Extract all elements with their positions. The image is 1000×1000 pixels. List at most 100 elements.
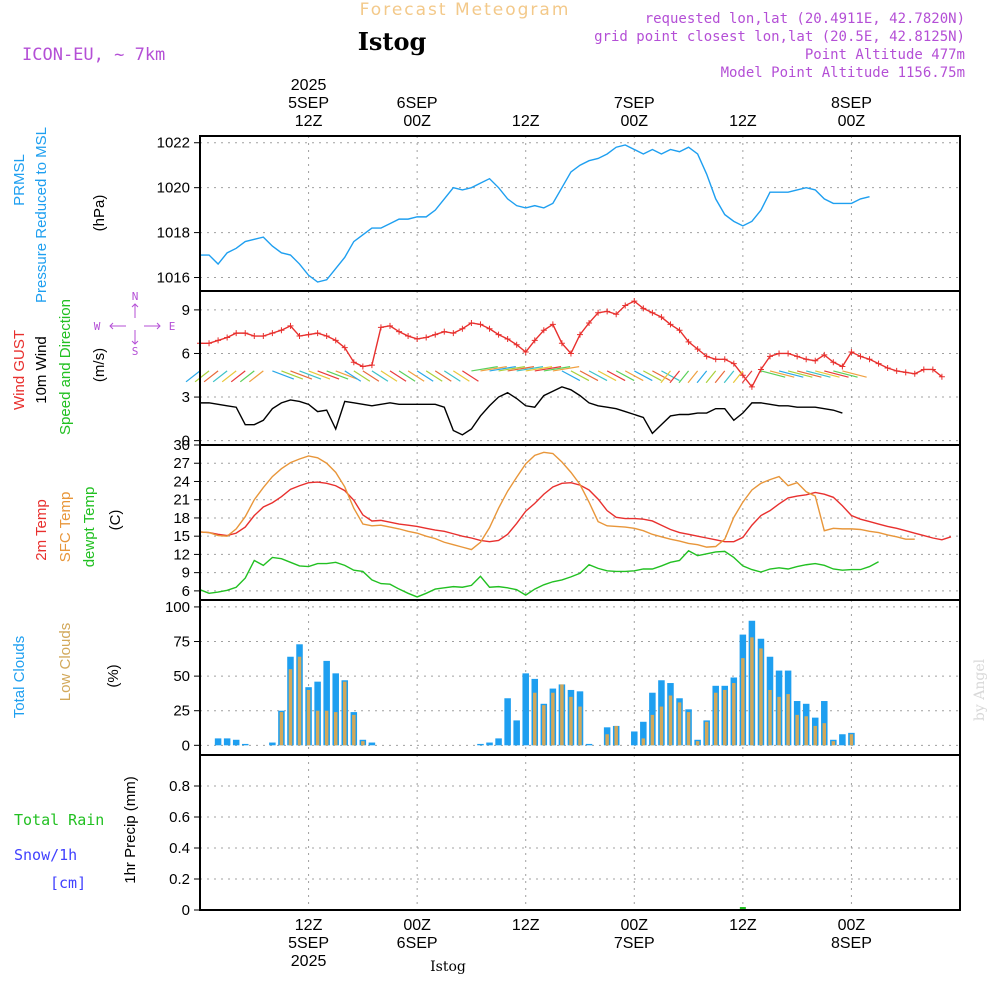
ytick-label: 0 — [182, 737, 190, 754]
gust-marker — [613, 311, 620, 318]
gust-marker — [441, 328, 448, 335]
wind-arrow — [480, 366, 507, 372]
cloud-bar-low — [723, 689, 727, 746]
wind-arrow — [552, 366, 580, 372]
location-title: Istog — [358, 27, 427, 56]
cloud-bar-low — [605, 734, 609, 746]
wind-arrow — [687, 370, 699, 384]
cloud-bar-low — [713, 692, 718, 746]
gust-marker — [884, 365, 891, 371]
wind-arrow — [516, 366, 544, 372]
gust-marker — [694, 346, 701, 353]
wind-arrow — [272, 370, 295, 380]
gust-marker — [875, 360, 882, 367]
cloud-bar-low — [768, 689, 772, 746]
gust-marker — [468, 319, 475, 326]
wind-arrow — [806, 370, 831, 378]
cloud-bar-low — [677, 702, 682, 746]
wind-arrow — [815, 370, 840, 378]
gust-marker — [794, 353, 801, 360]
cloud-bar-low — [279, 712, 284, 746]
ytick-label: 6 — [182, 345, 190, 362]
ytick-label: 1020 — [157, 180, 190, 197]
cloud-unit: (%) — [105, 664, 122, 687]
snow-label: Snow/1h — [14, 846, 77, 864]
gust-marker — [368, 362, 375, 369]
ytick-label: 25 — [173, 703, 190, 720]
gust-marker — [522, 349, 529, 356]
gust-marker — [396, 328, 403, 335]
cloud-bar-low — [650, 714, 655, 746]
pressure-unit: (hPa) — [91, 195, 108, 232]
cloud-bar-low — [741, 658, 745, 746]
gust-marker — [495, 331, 502, 338]
cloud-bar-total — [214, 738, 222, 746]
gust-marker — [649, 309, 656, 316]
cloud-bar-low — [352, 714, 356, 746]
total-clouds-label: Total Clouds — [11, 636, 28, 719]
gust-marker — [432, 331, 439, 338]
wind-arrow — [714, 370, 726, 384]
wind-arrow — [353, 370, 371, 382]
wind-arrow — [221, 370, 237, 383]
ytick-label: 1016 — [157, 270, 190, 287]
ytick-label: 15 — [173, 528, 190, 545]
top-time-label: 12Z — [295, 113, 323, 130]
gust-marker — [839, 363, 846, 370]
model-point-altitude: Model Point Altitude 1156.75m — [721, 65, 965, 81]
gust-marker — [595, 309, 602, 316]
cloud-bar-low — [822, 723, 827, 746]
cloud-bar-total — [323, 660, 330, 746]
credit-label: by Angel — [972, 658, 988, 721]
gust-marker — [821, 351, 828, 358]
ytick-label: 6 — [182, 583, 190, 600]
wind-arrow — [634, 370, 653, 382]
wind-arrow — [203, 370, 219, 383]
gust-marker — [242, 330, 249, 337]
top-time-label: 5SEP — [288, 95, 329, 112]
top-time-label: 00Z — [620, 113, 648, 130]
top-time-label: 6SEP — [397, 95, 438, 112]
gust-marker — [314, 330, 321, 337]
wind-compass: N S W E — [94, 290, 176, 358]
wind-arrow — [579, 370, 599, 382]
requested-lonlat: requested lon,lat (20.4911E, 42.7820N) — [645, 11, 965, 27]
ytick-label: 0.8 — [169, 778, 190, 795]
bottom-time-label: 2025 — [291, 953, 327, 970]
gust-marker — [902, 369, 909, 376]
wind-arrow — [588, 370, 608, 382]
wind-arrow — [705, 370, 717, 384]
cloud-bar-low — [560, 684, 564, 746]
bottom-time-label: 00Z — [620, 917, 648, 934]
top-time-label: 12Z — [729, 113, 757, 130]
cloud-bar-low — [759, 648, 763, 746]
model-label: ICON-EU, ~ 7km — [22, 45, 165, 65]
gust-marker — [748, 383, 755, 390]
compass-s: S — [132, 345, 139, 358]
bottom-time-label: 12Z — [512, 917, 540, 934]
prmsl-label: PRMSL — [11, 154, 28, 206]
wind-arrow — [326, 370, 349, 380]
ytick-label: 24 — [173, 473, 190, 490]
bottom-time-label: 5SEP — [288, 935, 329, 952]
series-line-wind-gust — [200, 300, 943, 389]
top-time-label: 00Z — [403, 113, 431, 130]
cloud-bar-low — [578, 706, 582, 746]
wind-arrow — [299, 370, 322, 380]
wind-arrow — [660, 370, 671, 384]
pressure-labels: PRMSL Pressure Reduced to MSL (hPa) — [11, 127, 108, 303]
gust-marker — [830, 359, 837, 366]
cloud-bar-low — [297, 656, 302, 746]
wind-arrow — [380, 370, 398, 382]
snow-unit: [cm] — [50, 874, 86, 892]
wind-arrow — [760, 370, 786, 378]
gust-marker — [604, 308, 611, 315]
gust-marker — [848, 349, 855, 356]
panel-frame — [199, 290, 961, 446]
wind-arrow — [389, 370, 407, 382]
ytick-label: 3 — [182, 389, 190, 406]
gust-marker — [206, 340, 213, 347]
gust-marker — [387, 322, 393, 329]
cloud-bar-low — [333, 712, 338, 746]
wind-arrow — [534, 366, 562, 372]
